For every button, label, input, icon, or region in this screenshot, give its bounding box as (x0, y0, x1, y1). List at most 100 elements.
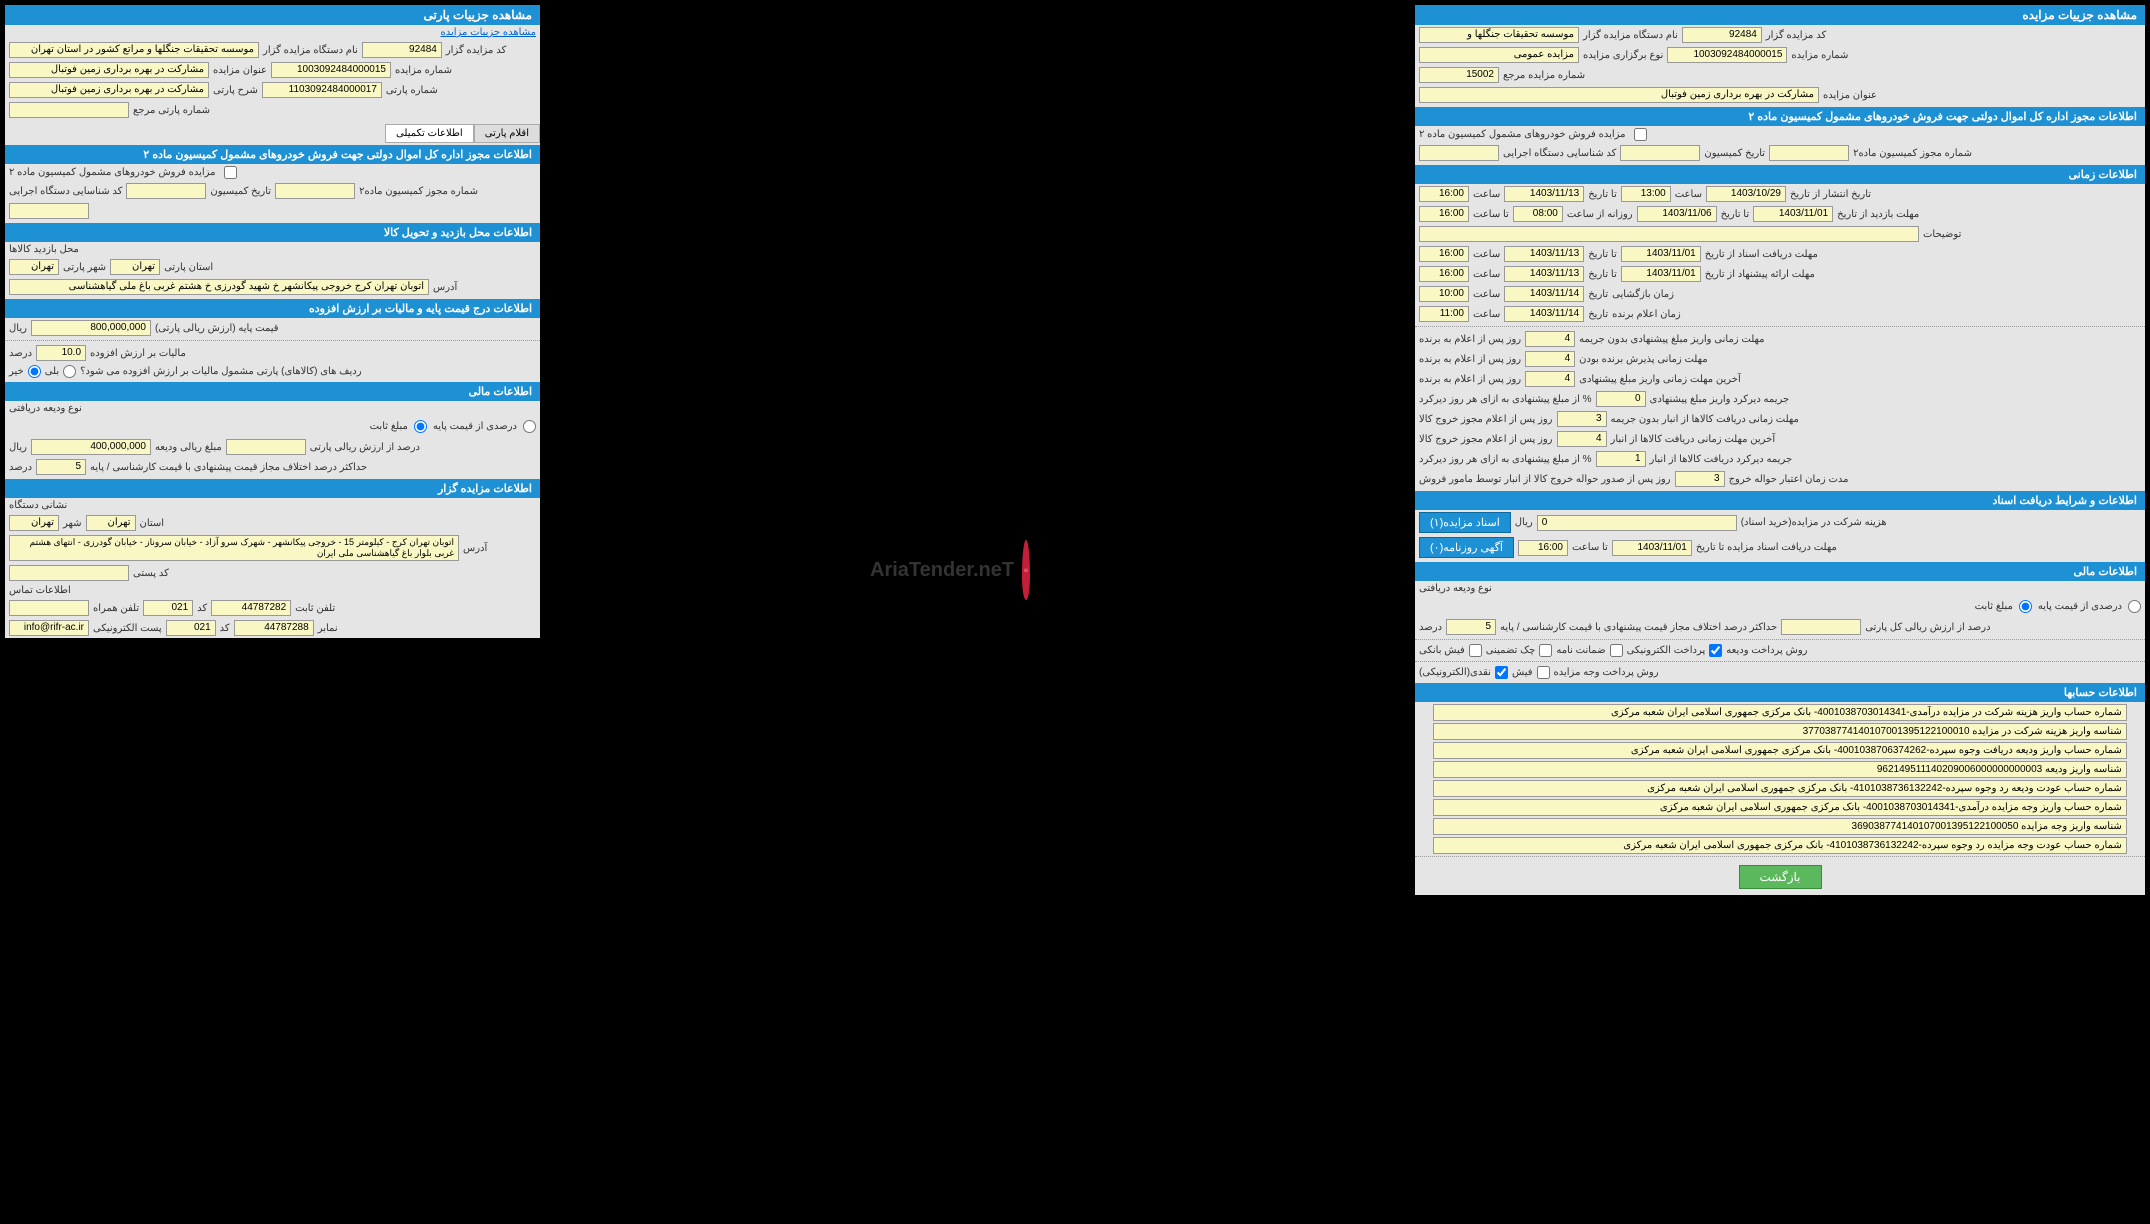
checkbox[interactable] (1495, 666, 1508, 679)
field: 0 (1537, 515, 1737, 531)
label: زمان اعلام برنده (1612, 309, 1681, 320)
label: محل بازدید کالاها (9, 244, 79, 255)
checkbox[interactable] (1610, 644, 1623, 657)
checkbox[interactable] (1537, 666, 1550, 679)
field: 15002 (1419, 67, 1499, 83)
checkbox[interactable] (1634, 128, 1647, 141)
checkbox[interactable] (1709, 644, 1722, 657)
checkbox[interactable] (224, 166, 237, 179)
checkbox[interactable] (1539, 644, 1552, 657)
field: 021 (166, 620, 216, 636)
field (126, 183, 206, 199)
label: کد پستی (133, 568, 169, 579)
field: 1403/11/01 (1621, 246, 1701, 262)
tab-items[interactable]: اقلام پارتی (474, 124, 540, 143)
logo-text: AriaTender.neT (870, 559, 1014, 582)
radio[interactable] (414, 420, 427, 433)
field: 11:00 (1419, 306, 1469, 322)
field: 3 (1675, 471, 1725, 487)
label: روزانه از ساعت (1567, 209, 1633, 220)
section-header: اطلاعات محل بازدید و تحویل کالا (5, 223, 540, 242)
label: نوع ودیعه دریافتی (1419, 583, 1492, 594)
back-button[interactable]: بازگشت (1739, 865, 1822, 889)
label: درصدی از قیمت پایه (433, 421, 517, 432)
field: 3 (1557, 411, 1607, 427)
label: شماره پارتی مرجع (133, 105, 210, 116)
label: تاریخ (1588, 309, 1608, 320)
label: روز پس از اعلام مجوز خروج کالا (1419, 434, 1553, 445)
field: مشارکت در بهره برداری زمین فوتبال (1419, 87, 1819, 103)
label: مهلت دریافت اسناد مزایده تا تاریخ (1696, 542, 1837, 553)
label: درصد از ارزش ریالی کل پارتی (1865, 622, 1990, 633)
label: خیر (9, 366, 24, 377)
label: حداکثر درصد اختلاف مجاز قیمت پیشنهادی با… (1500, 622, 1777, 633)
field: 44787282 (211, 600, 291, 616)
label: تلفن ثابت (295, 603, 335, 614)
section-header: اطلاعات درج قیمت پایه و مالیات بر ارزش ا… (5, 299, 540, 318)
label: شماره مجوز کمیسیون ماده۲ (1853, 148, 1972, 159)
field: 13:00 (1621, 186, 1671, 202)
label: % از مبلغ پیشنهادی به ازای هر روز دیرکرد (1419, 394, 1592, 405)
radio[interactable] (2128, 600, 2141, 613)
account-field: شناسه واریز وجه مزایده 36903877414010700… (1433, 818, 2127, 835)
field: 1403/10/29 (1706, 186, 1786, 202)
field: 10.0 (36, 345, 86, 361)
field: تهران (86, 515, 136, 531)
label: شماره مزایده (1791, 50, 1848, 61)
field: تهران (110, 259, 160, 275)
tab-info[interactable]: اطلاعات تکمیلی (385, 124, 474, 143)
field (226, 439, 306, 455)
field (9, 203, 89, 219)
field: 1403/11/06 (1637, 206, 1717, 222)
field: تهران (9, 515, 59, 531)
field: اتوبان تهران کرج خروجی پیکانشهر خ شهید گ… (9, 279, 429, 295)
label: توضیحات (1923, 229, 1961, 240)
label: شماره مجوز کمیسیون ماده۲ (359, 186, 478, 197)
field (1781, 619, 1861, 635)
label: حداکثر درصد اختلاف مجاز قیمت پیشنهادی با… (90, 462, 367, 473)
radio[interactable] (2019, 600, 2032, 613)
details-link[interactable]: مشاهده جزییات مزایده (440, 27, 536, 38)
radio[interactable] (28, 365, 41, 378)
label: بلی (45, 366, 59, 377)
label: روز پس از اعلام به برنده (1419, 334, 1521, 345)
label: ریال (1515, 517, 1533, 528)
panel-header: مشاهده جزییات مزایده (1415, 5, 2145, 25)
label: تا تاریخ (1721, 209, 1750, 220)
docs-button[interactable]: اسناد مزایده(۱) (1419, 512, 1511, 533)
label: کد مزایده گزار (1766, 30, 1826, 41)
field: 5 (36, 459, 86, 475)
account-field: شماره حساب عودت وجه مزایده رد وجوه سپرده… (1433, 837, 2127, 854)
field: 4 (1525, 371, 1575, 387)
label: کد مزایده گزار (446, 45, 506, 56)
label: شهر (63, 518, 82, 529)
label: نمابر (318, 623, 338, 634)
field: 4 (1525, 351, 1575, 367)
account-field: شناسه واریز ودیعه 9621495111402090060000… (1433, 761, 2127, 778)
label: درصد از ارزش ریالی پارتی (310, 442, 420, 453)
label: مالیات بر ارزش افزوده (90, 348, 186, 359)
label: نام دستگاه مزایده گزار (263, 45, 358, 56)
field: 400,000,000 (31, 439, 151, 455)
label: فیش بانکی (1419, 645, 1465, 656)
label: روز پس از اعلام به برنده (1419, 354, 1521, 365)
field: 5 (1446, 619, 1496, 635)
label: اطلاعات تماس (9, 585, 71, 596)
label: ساعت (1473, 249, 1500, 260)
section-header: اطلاعات مزایده گزار (5, 479, 540, 498)
label: تاریخ (1588, 289, 1608, 300)
field: 92484 (362, 42, 442, 58)
newspaper-button[interactable]: آگهی روزنامه(۰) (1419, 537, 1514, 558)
radio[interactable] (63, 365, 76, 378)
field: 08:00 (1513, 206, 1563, 222)
field: 16:00 (1518, 540, 1568, 556)
label: تاریخ کمیسیون (210, 186, 271, 197)
label: استان پارتی (164, 262, 213, 273)
label: ریال (9, 323, 27, 334)
label: نام دستگاه مزایده گزار (1583, 30, 1678, 41)
checkbox[interactable] (1469, 644, 1482, 657)
field (9, 600, 89, 616)
radio[interactable] (523, 420, 536, 433)
section-header: اطلاعات مالی (5, 382, 540, 401)
label: مهلت بازدید از تاریخ (1837, 209, 1919, 220)
